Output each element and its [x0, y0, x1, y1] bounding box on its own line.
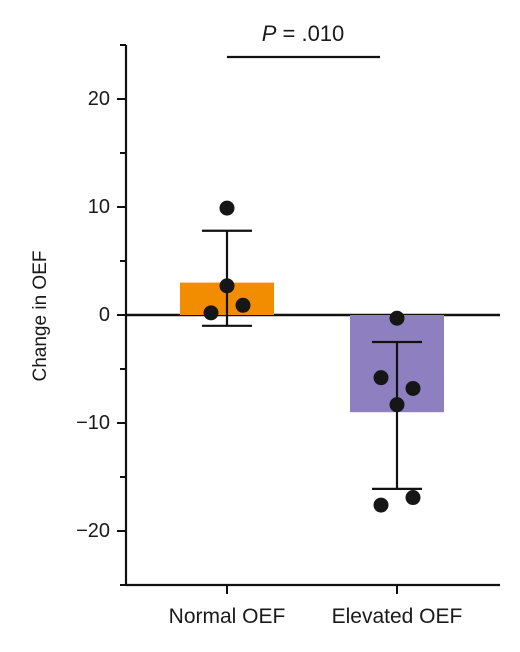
y-tick-label: 10 [88, 196, 110, 218]
labels: 20 10 0 −10 −20 Normal OEF Elevated OEF Change … [30, 88, 462, 628]
data-point [373, 497, 389, 513]
p-symbol: P [262, 21, 277, 46]
y-tick-label: −10 [76, 412, 110, 434]
x-category-label: Normal OEF [169, 605, 286, 628]
p-value-label: P = .010 [262, 21, 345, 46]
bars [180, 282, 444, 413]
y-axis-title: Change in OEF [30, 251, 51, 382]
data-point [219, 278, 235, 294]
y-tick-label: −20 [76, 520, 110, 542]
data-point [203, 305, 219, 321]
y-tick-label: 0 [99, 304, 110, 326]
data-point [389, 310, 405, 326]
data-points [203, 200, 421, 513]
data-point [235, 297, 251, 313]
error-bars [202, 229, 422, 490]
x-category-label: Elevated OEF [332, 605, 463, 628]
data-point [373, 370, 389, 386]
data-point [389, 397, 405, 413]
y-tick-label: 20 [88, 88, 110, 110]
p-value: = .010 [276, 21, 344, 46]
data-point [405, 380, 421, 396]
data-point [405, 490, 421, 506]
data-point [219, 200, 235, 216]
significance-annotation: P = .010 [227, 21, 380, 59]
